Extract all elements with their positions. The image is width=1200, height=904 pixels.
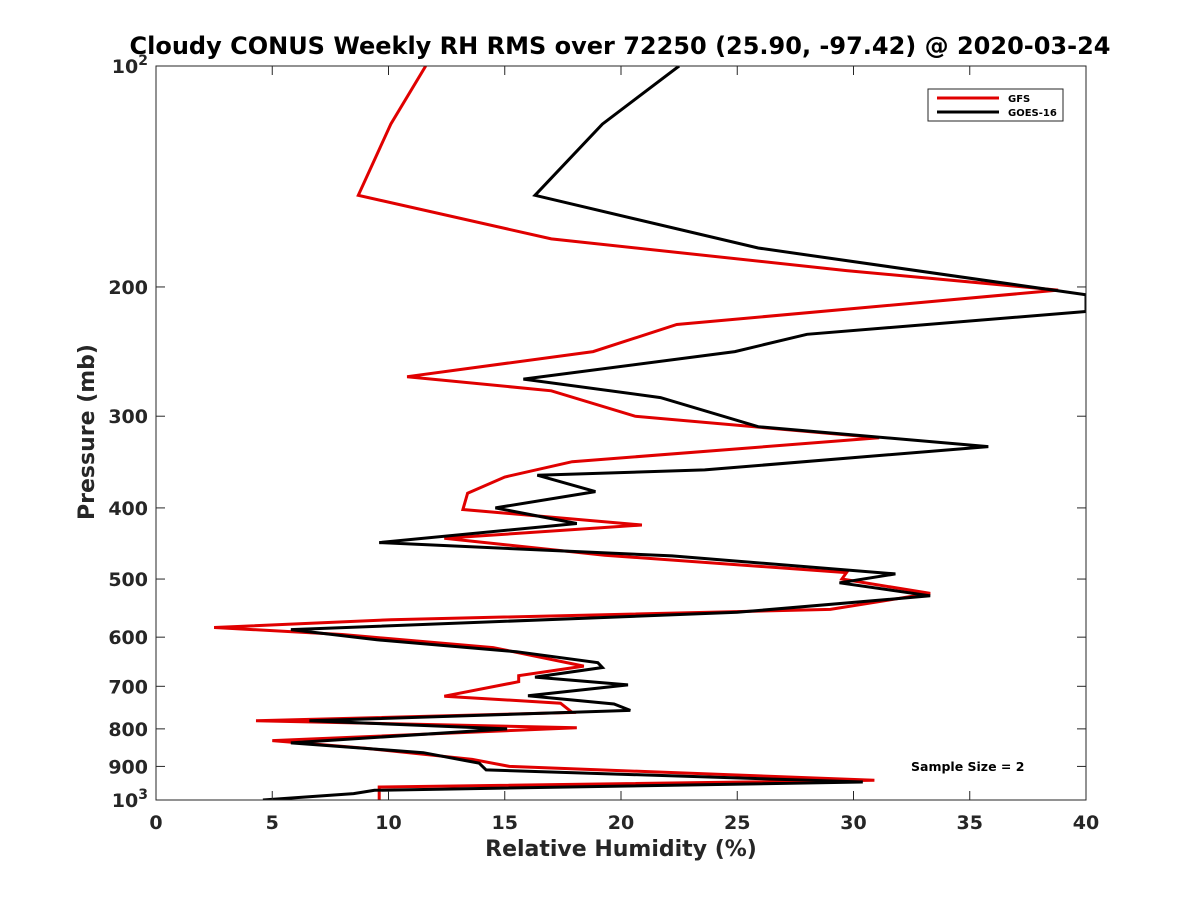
- series-line-gfs: [214, 66, 1059, 800]
- x-tick-label: 40: [1073, 812, 1099, 834]
- y-tick-label: 700: [108, 676, 148, 698]
- y-axis: 102 200 300 400 500 600 700 800 900 103: [108, 53, 1086, 812]
- series-line-goes-16: [262, 66, 1086, 800]
- legend: GFS GOES-16: [927, 88, 1064, 122]
- y-tick-label: 600: [108, 627, 148, 649]
- y-tick-label: 103: [112, 787, 148, 812]
- plot-frame: [155, 65, 1087, 801]
- y-tick-label: 800: [108, 719, 148, 741]
- y-tick-label: 300: [108, 406, 148, 428]
- x-tick-label: 10: [375, 812, 401, 834]
- y-tick-label: 400: [108, 498, 148, 520]
- x-tick-label: 30: [840, 812, 866, 834]
- x-tick-label: 15: [492, 812, 518, 834]
- legend-label: GOES-16: [1008, 108, 1057, 119]
- y-tick-label: 900: [108, 756, 148, 778]
- legend-label: GFS: [1008, 94, 1030, 105]
- series-layer: [214, 66, 1086, 800]
- y-axis-label: Pressure (mb): [75, 344, 100, 520]
- y-tick-label: 102: [112, 53, 148, 78]
- x-tick-label: 25: [724, 812, 750, 834]
- sample-size-annotation: Sample Size = 2: [911, 759, 1024, 774]
- y-tick-label: 200: [108, 277, 148, 299]
- x-tick-label: 0: [149, 812, 162, 834]
- x-axis-label: Relative Humidity (%): [485, 837, 757, 862]
- legend-box: [927, 88, 1064, 122]
- x-tick-label: 5: [266, 812, 279, 834]
- x-tick-label: 35: [957, 812, 983, 834]
- chart-title: Cloudy CONUS Weekly RH RMS over 72250 (2…: [130, 32, 1111, 60]
- y-tick-label: 500: [108, 569, 148, 591]
- x-tick-label: 20: [608, 812, 634, 834]
- x-axis: 0 5 10 15 20 25 30 35 40: [149, 66, 1099, 834]
